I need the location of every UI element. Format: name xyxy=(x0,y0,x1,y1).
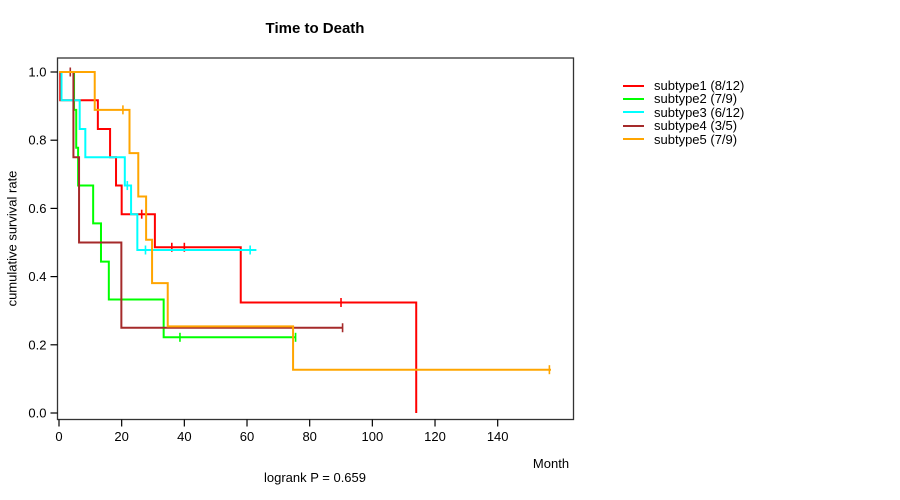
legend-label: subtype2 (7/9) xyxy=(654,91,738,107)
legend-label: subtype3 (6/12) xyxy=(654,104,745,120)
km-curve-subtype5 xyxy=(59,71,551,371)
y-tick-label: 0.4 xyxy=(28,269,46,284)
x-tick-label: 100 xyxy=(361,429,383,444)
legend-line-swatch-green xyxy=(623,98,644,101)
legend-label: subtype4 (3/5) xyxy=(654,118,738,134)
legend-line-swatch-cyan xyxy=(623,111,644,114)
logrank-annotation: logrank P = 0.659 xyxy=(263,470,367,485)
km-curve-subtype3 xyxy=(59,71,257,252)
km-curve-subtype1 xyxy=(59,71,418,413)
y-tick-label: 0.2 xyxy=(28,337,46,352)
x-tick-label: 140 xyxy=(487,429,509,444)
x-tick-label: 120 xyxy=(424,429,446,444)
x-tick-label: 20 xyxy=(114,429,128,444)
chart-title: Time to Death xyxy=(265,20,365,37)
y-tick-label: 1.0 xyxy=(28,65,46,80)
legend-item-subtype1: subtype1 (8/12) xyxy=(623,79,744,92)
y-tick-label: 0.6 xyxy=(28,201,46,216)
y-tick-label: 0.0 xyxy=(28,406,46,421)
x-tick-label: 80 xyxy=(302,429,316,444)
legend: subtype1 (8/12) subtype2 (7/9) subtype3 … xyxy=(623,79,744,146)
x-tick-label: 40 xyxy=(177,429,191,444)
legend-item-subtype3: subtype3 (6/12) xyxy=(623,104,745,120)
legend-line-swatch-orange xyxy=(623,138,644,141)
legend-item-subtype5: subtype5 (7/9) xyxy=(623,131,744,147)
km-curve-subtype2 xyxy=(59,71,296,339)
legend-item-subtype2: subtype2 (7/9) xyxy=(623,91,744,107)
plot-box xyxy=(56,57,575,421)
km-curve-subtype4 xyxy=(59,71,343,329)
y-tick-label: 0.8 xyxy=(28,133,46,148)
x-tick-label: 60 xyxy=(240,429,254,444)
legend-item-subtype4: subtype4 (3/5) xyxy=(623,118,744,134)
legend-line-swatch-brown xyxy=(623,124,644,127)
legend-label: subtype5 (7/9) xyxy=(654,131,738,147)
x-axis-label: Month xyxy=(532,456,570,471)
legend-label: subtype1 (8/12) xyxy=(654,78,745,93)
legend-line-swatch-red xyxy=(623,84,644,87)
x-tick-label: 0 xyxy=(55,429,62,444)
